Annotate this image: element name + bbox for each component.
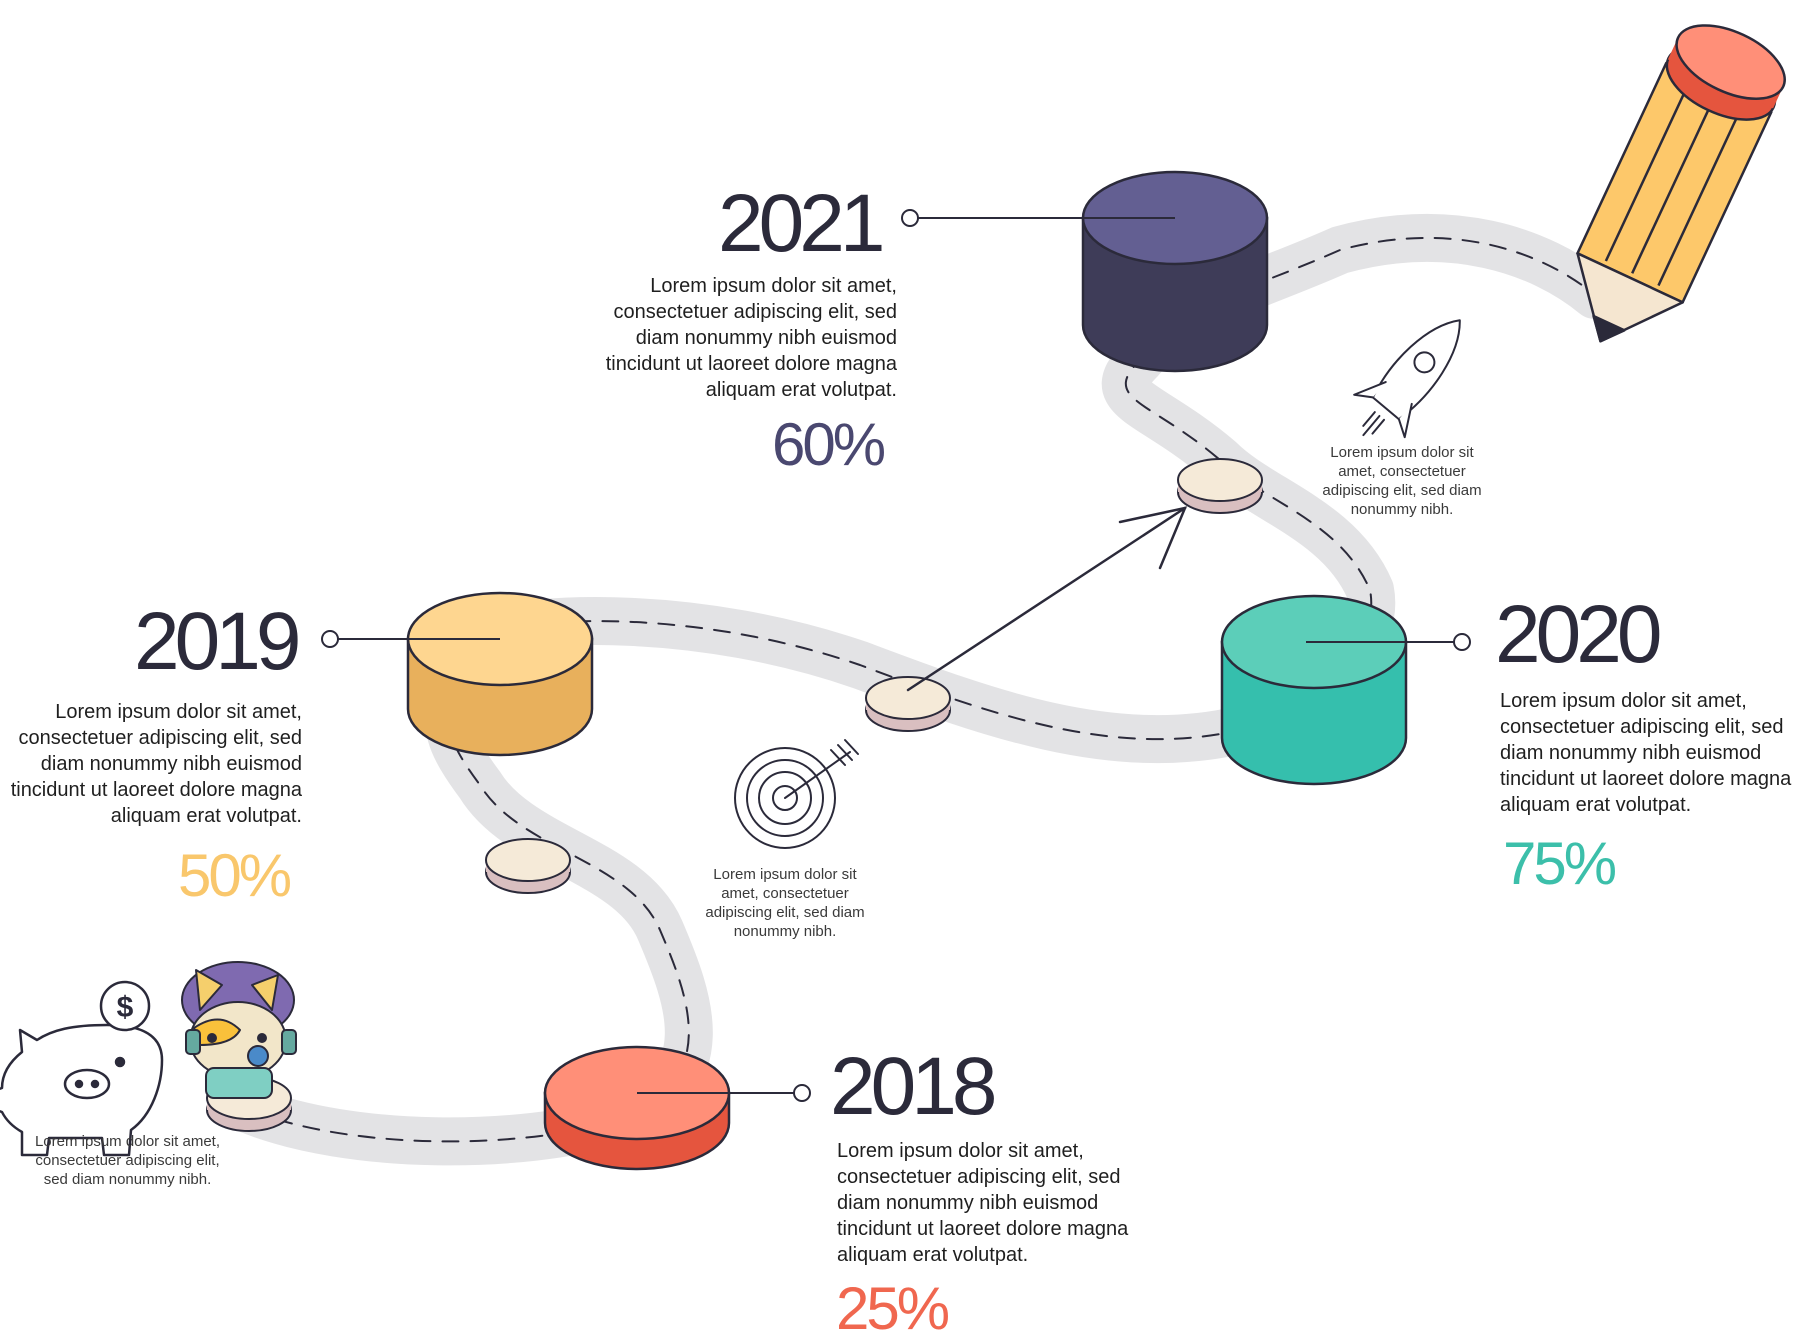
arrow-icon bbox=[906, 506, 1188, 692]
disc-2019-2020 bbox=[865, 676, 951, 732]
percent-2018: 25% bbox=[836, 1275, 950, 1342]
cylinder-2021 bbox=[901, 170, 1269, 373]
svg-text:$: $ bbox=[117, 991, 134, 1024]
year-2020: 2020 bbox=[1495, 589, 1662, 680]
description-2020: Lorem ipsum dolor sit amet, consectetuer… bbox=[1500, 690, 1792, 816]
note-piggy: Lorem ipsum dolor sit amet, consectetuer… bbox=[34, 1133, 221, 1188]
disc-2020-2021 bbox=[1177, 458, 1263, 514]
percent-2019: 50% bbox=[178, 842, 292, 909]
cylinder-2019 bbox=[321, 591, 594, 757]
percent-2021: 60% bbox=[772, 411, 886, 478]
description-2018: Lorem ipsum dolor sit amet, consectetuer… bbox=[837, 1140, 1129, 1266]
cylinder-2020 bbox=[1220, 594, 1471, 786]
cat-mascot bbox=[181, 961, 297, 1099]
piggy-bank-icon bbox=[0, 1023, 164, 1157]
year-2021: 2021 bbox=[718, 178, 885, 269]
rocket-icon bbox=[1353, 319, 1461, 439]
note-target: Lorem ipsum dolor sit amet, consectetuer… bbox=[705, 866, 865, 940]
pencil-icon bbox=[1576, 24, 1786, 343]
note-rocket: Lorem ipsum dolor sit amet, consectetuer… bbox=[1322, 444, 1482, 518]
year-2019: 2019 bbox=[134, 596, 301, 687]
description-2021: Lorem ipsum dolor sit amet, consectetuer… bbox=[605, 275, 897, 401]
year-2018: 2018 bbox=[830, 1041, 997, 1132]
description-2019: Lorem ipsum dolor sit amet, consectetuer… bbox=[10, 701, 302, 827]
disc-2018-2019 bbox=[485, 838, 571, 894]
dollar-coin-icon: $ bbox=[99, 980, 151, 1032]
percent-2020: 75% bbox=[1503, 830, 1617, 897]
cylinder-2018 bbox=[543, 1045, 811, 1171]
target-icon bbox=[734, 739, 859, 849]
